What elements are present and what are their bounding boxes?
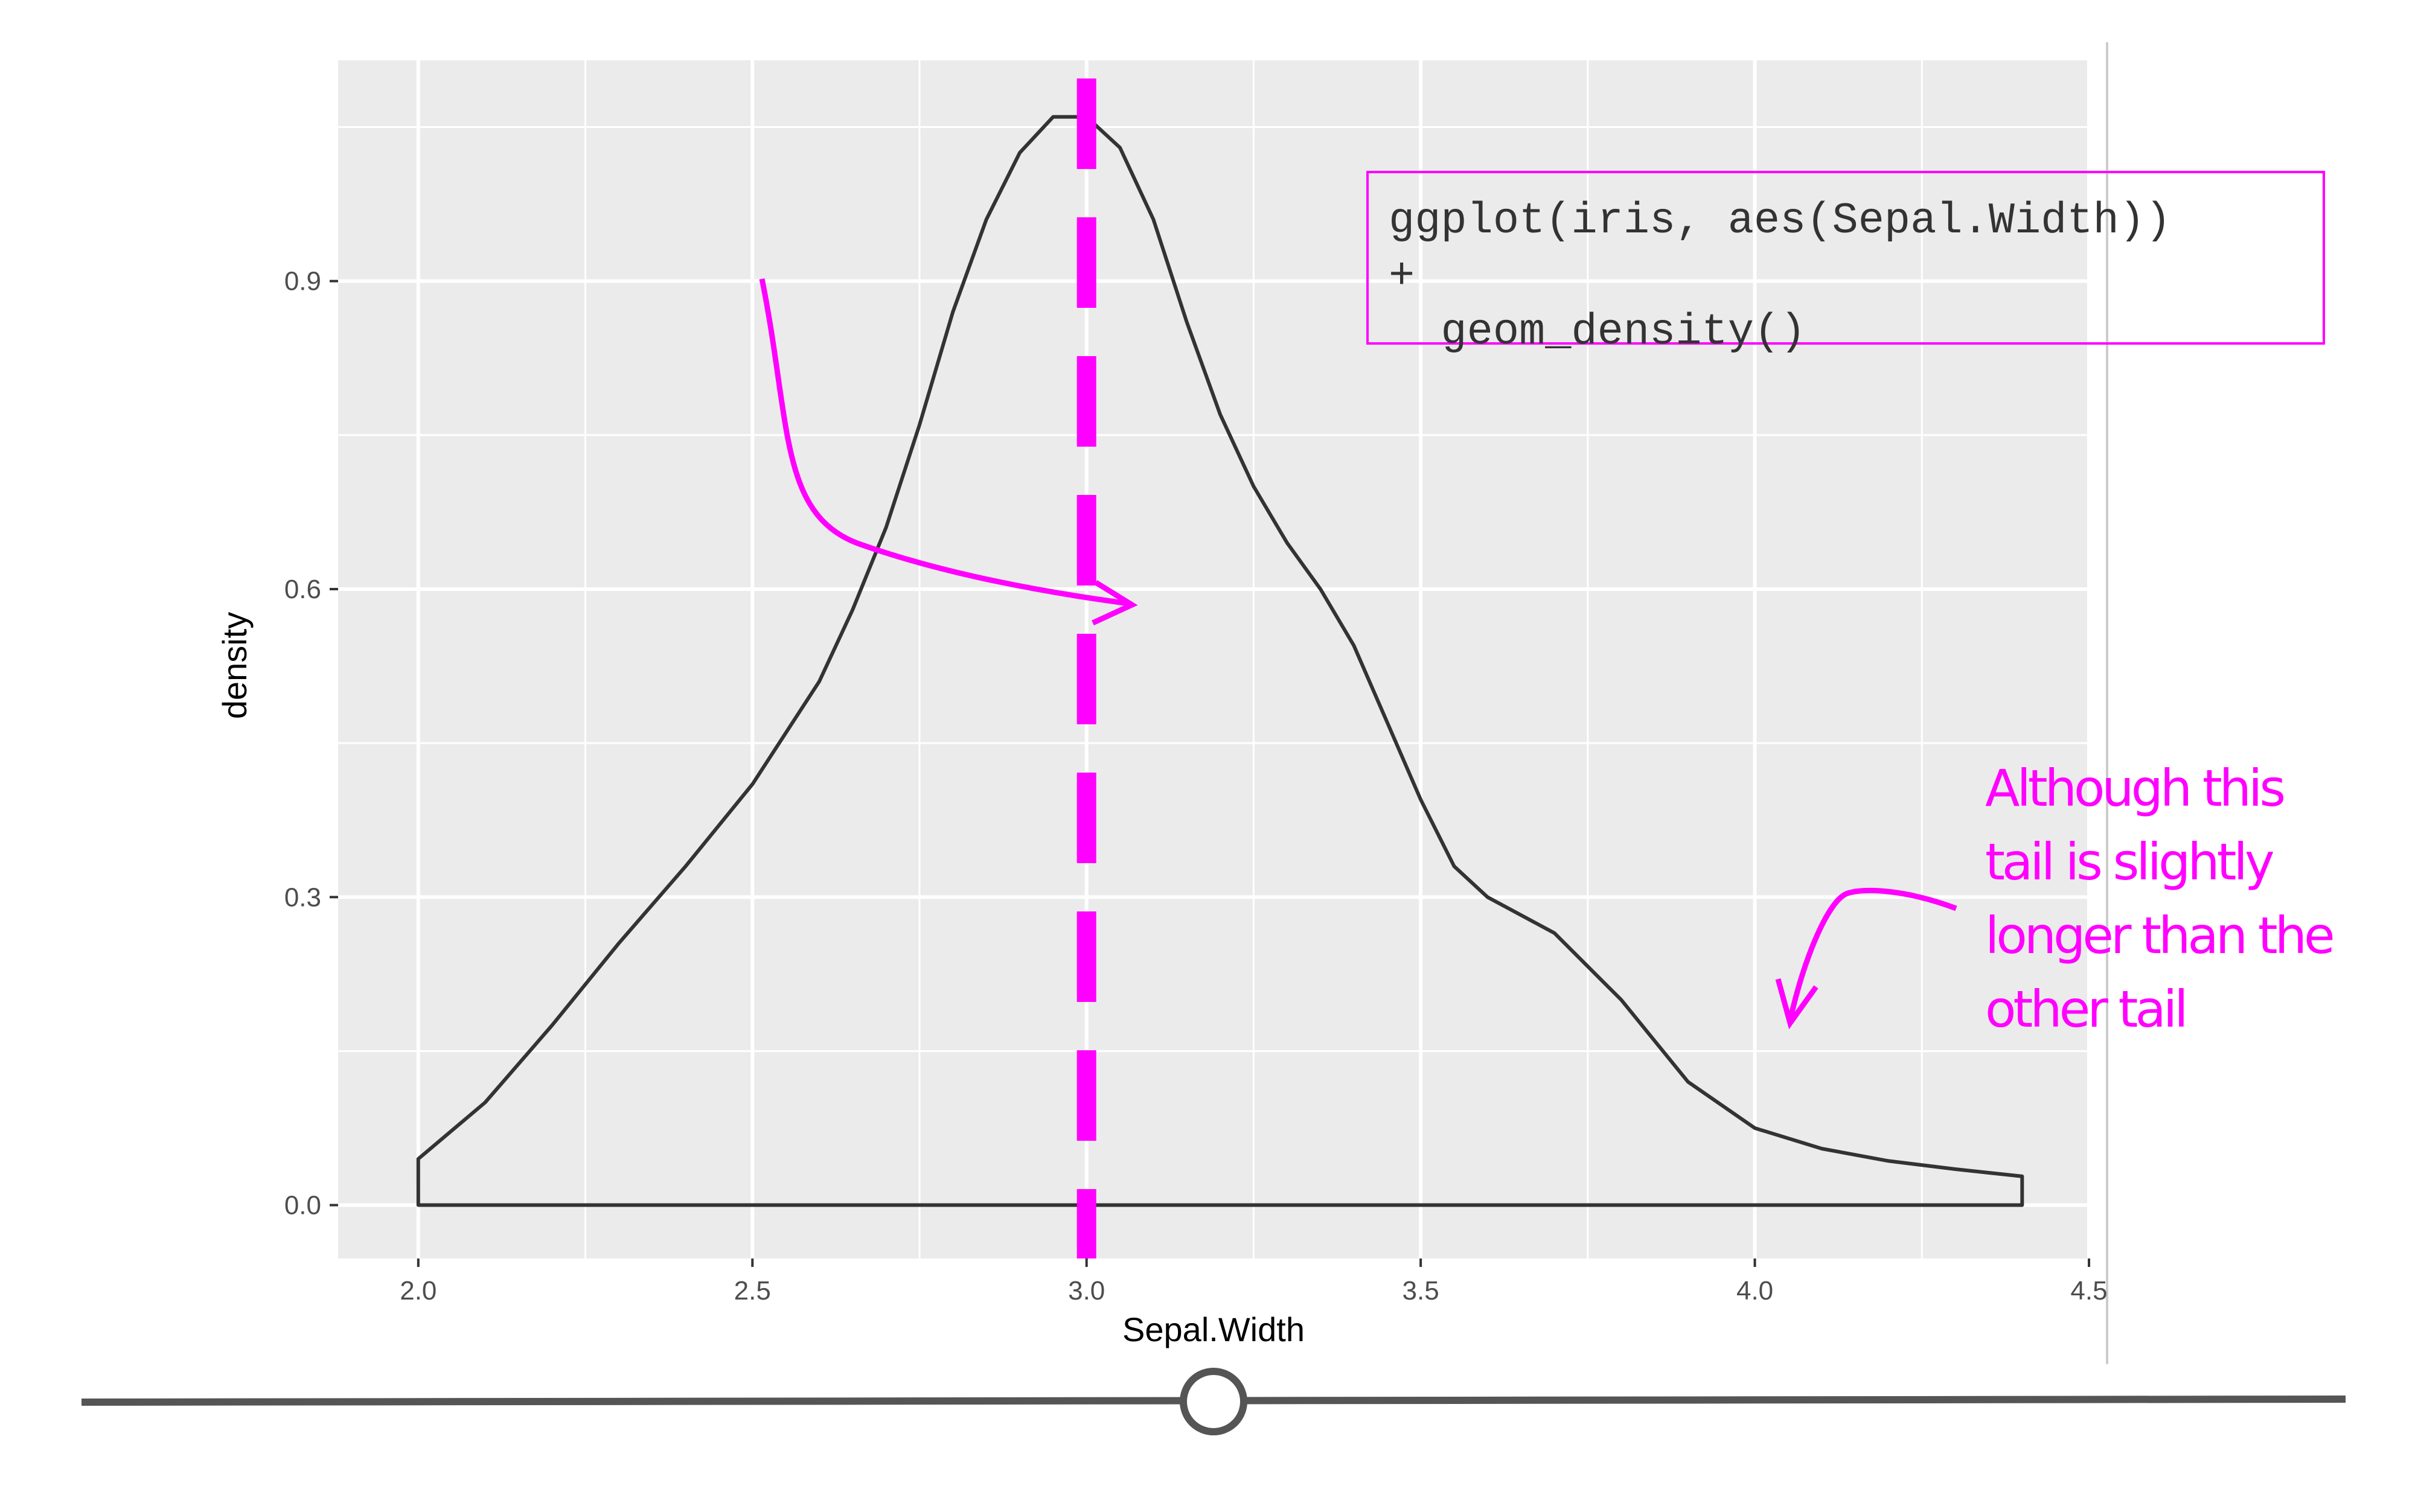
x-tick-label: 4.5 xyxy=(2070,1276,2107,1306)
annotation-line: tail is slightly xyxy=(1985,832,2275,892)
annotation-line: longer than the xyxy=(1985,906,2335,965)
annotation-line: other tail xyxy=(1985,980,2189,1039)
y-axis-label: density xyxy=(216,612,254,719)
y-tick-label: 0.3 xyxy=(284,882,321,912)
code-line: ggplot(iris, aes(Sepal.Width)) xyxy=(1389,196,2172,246)
y-tick-label: 0.9 xyxy=(284,267,321,296)
x-axis-label: Sepal.Width xyxy=(1122,1310,1305,1348)
plot-panel xyxy=(338,60,2089,1258)
y-tick-label: 0.0 xyxy=(284,1191,321,1220)
arrow-to-tail xyxy=(1787,887,1957,1021)
slider-handle[interactable] xyxy=(1180,1368,1247,1435)
x-tick-label: 3.0 xyxy=(1068,1276,1105,1306)
arrow-to-peak-head xyxy=(1092,580,1138,626)
code-box xyxy=(1366,171,2325,345)
x-tick-label: 2.0 xyxy=(400,1276,437,1306)
density-curve xyxy=(416,115,2024,1207)
code-snippet: ggplot(iris, aes(Sepal.Width)) + geom_de… xyxy=(1389,193,2171,360)
arrow-to-tail-head xyxy=(1775,978,1818,1030)
code-line: + xyxy=(1389,252,1415,301)
code-line: geom_density() xyxy=(1389,307,1806,357)
x-tick-label: 4.0 xyxy=(1736,1276,1773,1306)
arrow-to-peak xyxy=(759,278,1130,607)
y-tick-label: 0.6 xyxy=(284,575,321,604)
x-tick-label: 2.5 xyxy=(734,1276,771,1306)
x-tick-label: 3.5 xyxy=(1403,1276,1439,1306)
annotation-line: Although this xyxy=(1985,759,2286,818)
tail-annotation: Although this tail is slightly longer th… xyxy=(1985,751,2396,1046)
